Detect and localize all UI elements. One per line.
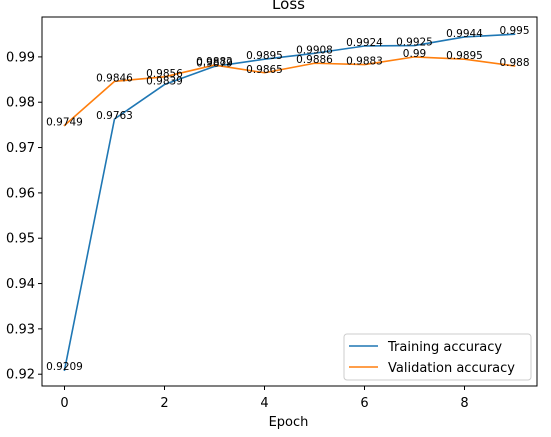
y-tick-label: 0.96 xyxy=(6,186,35,201)
validation-data-label: 0.9749 xyxy=(46,116,83,128)
x-tick-label: 2 xyxy=(160,396,168,411)
training-data-label: 0.9944 xyxy=(446,28,483,40)
validation-data-label: 0.9883 xyxy=(346,56,383,68)
training-data-label: 0.9879 xyxy=(196,57,233,69)
legend-box xyxy=(343,333,532,381)
y-tick-label: 0.98 xyxy=(6,96,35,111)
training-data-label: 0.9925 xyxy=(396,37,433,49)
training-data-label: 0.9209 xyxy=(46,361,83,373)
validation-data-label: 0.988 xyxy=(499,57,529,69)
x-tick-label: 0 xyxy=(60,396,68,411)
validation-data-label: 0.9846 xyxy=(96,72,133,84)
y-tick-label: 0.97 xyxy=(6,141,35,156)
series-lines xyxy=(63,33,516,372)
training-accuracy-line xyxy=(63,33,516,372)
y-tick-label: 0.94 xyxy=(6,277,35,292)
y-tick-label: 0.92 xyxy=(6,368,35,383)
training-data-label: 0.9924 xyxy=(346,37,383,49)
legend: Training accuracy Validation accuracy xyxy=(343,333,532,381)
validation-data-label: 0.9882 xyxy=(196,56,233,68)
data-labels: 0.9209 0.9763 0.9839 0.9879 0.9895 0.9908 0.99… xyxy=(46,25,529,373)
validation-accuracy-line xyxy=(63,56,516,127)
training-data-label: 0.9895 xyxy=(246,50,283,62)
validation-data-label: 0.9886 xyxy=(296,54,333,66)
training-data-label: 0.9763 xyxy=(96,110,133,122)
y-tick-label: 0.95 xyxy=(6,232,35,247)
y-tick-label: 0.99 xyxy=(6,50,35,65)
validation-data-label: 0.9895 xyxy=(446,50,483,62)
validation-data-label: 0.99 xyxy=(403,48,426,60)
legend-label-validation: Validation accuracy xyxy=(388,361,515,376)
legend-label-training: Training accuracy xyxy=(387,340,502,355)
training-data-label: 0.995 xyxy=(499,25,529,37)
y-axis-ticks: 0.92 0.93 0.94 0.95 0.96 0.97 0.98 0.99 xyxy=(6,50,42,383)
x-tick-label: 8 xyxy=(460,396,468,411)
x-tick-label: 6 xyxy=(360,396,368,411)
validation-data-label: 0.9865 xyxy=(246,64,283,76)
x-axis-title: Epoch xyxy=(269,415,309,430)
x-tick-label: 4 xyxy=(260,396,268,411)
validation-data-label: 0.9856 xyxy=(146,68,183,80)
y-tick-label: 0.93 xyxy=(6,322,35,337)
training-data-label: 0.9908 xyxy=(296,44,333,56)
training-data-label: 0.9839 xyxy=(146,76,183,88)
x-axis-ticks: 0 2 4 6 8 xyxy=(60,386,469,411)
chart-title: Loss xyxy=(272,0,305,13)
plot-frame xyxy=(41,16,538,387)
